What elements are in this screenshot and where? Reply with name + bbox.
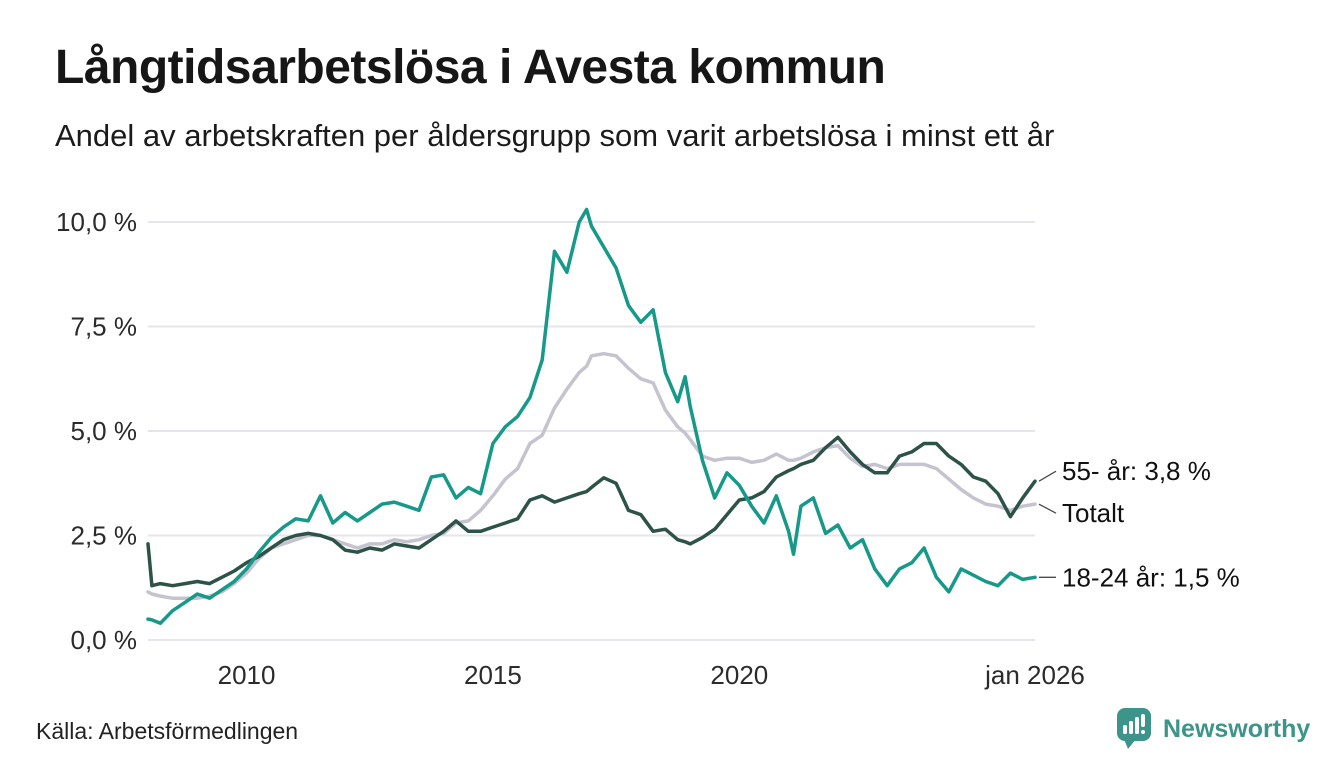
newsworthy-wordmark: Newsworthy xyxy=(1163,714,1311,743)
x-tick-label: 2015 xyxy=(464,660,522,690)
series-line-55- år xyxy=(146,435,1037,588)
source-note: Källa: Arbetsförmedlingen xyxy=(36,718,299,744)
series-line-18-24 år xyxy=(146,207,1037,626)
y-tick-label: 7,5 % xyxy=(71,312,138,342)
page-subtitle: Andel av arbetskraften per åldersgrupp s… xyxy=(55,118,1055,153)
label-connector-line xyxy=(1038,503,1057,514)
page-title: Långtidsarbetslösa i Avesta kommun xyxy=(55,41,886,94)
newsworthy-logo-icon xyxy=(1117,708,1151,749)
y-tick-label: 0,0 % xyxy=(71,625,138,655)
y-tick-label: 5,0 % xyxy=(71,416,138,446)
x-tick-label: 2020 xyxy=(710,660,768,690)
x-tick-label: jan 2026 xyxy=(984,660,1085,690)
series-line-Totalt xyxy=(146,351,1037,600)
series-end-label: 18-24 år: 1,5 % xyxy=(1062,562,1240,592)
label-connector-line xyxy=(1038,470,1057,482)
x-tick-label: 2010 xyxy=(218,660,276,690)
series-end-label: 55- år: 3,8 % xyxy=(1062,456,1211,486)
y-tick-label: 10,0 % xyxy=(56,207,137,237)
series-end-label: Totalt xyxy=(1062,498,1125,528)
y-tick-label: 2,5 % xyxy=(71,521,138,551)
newsworthy-brand: Newsworthy xyxy=(1115,706,1310,752)
